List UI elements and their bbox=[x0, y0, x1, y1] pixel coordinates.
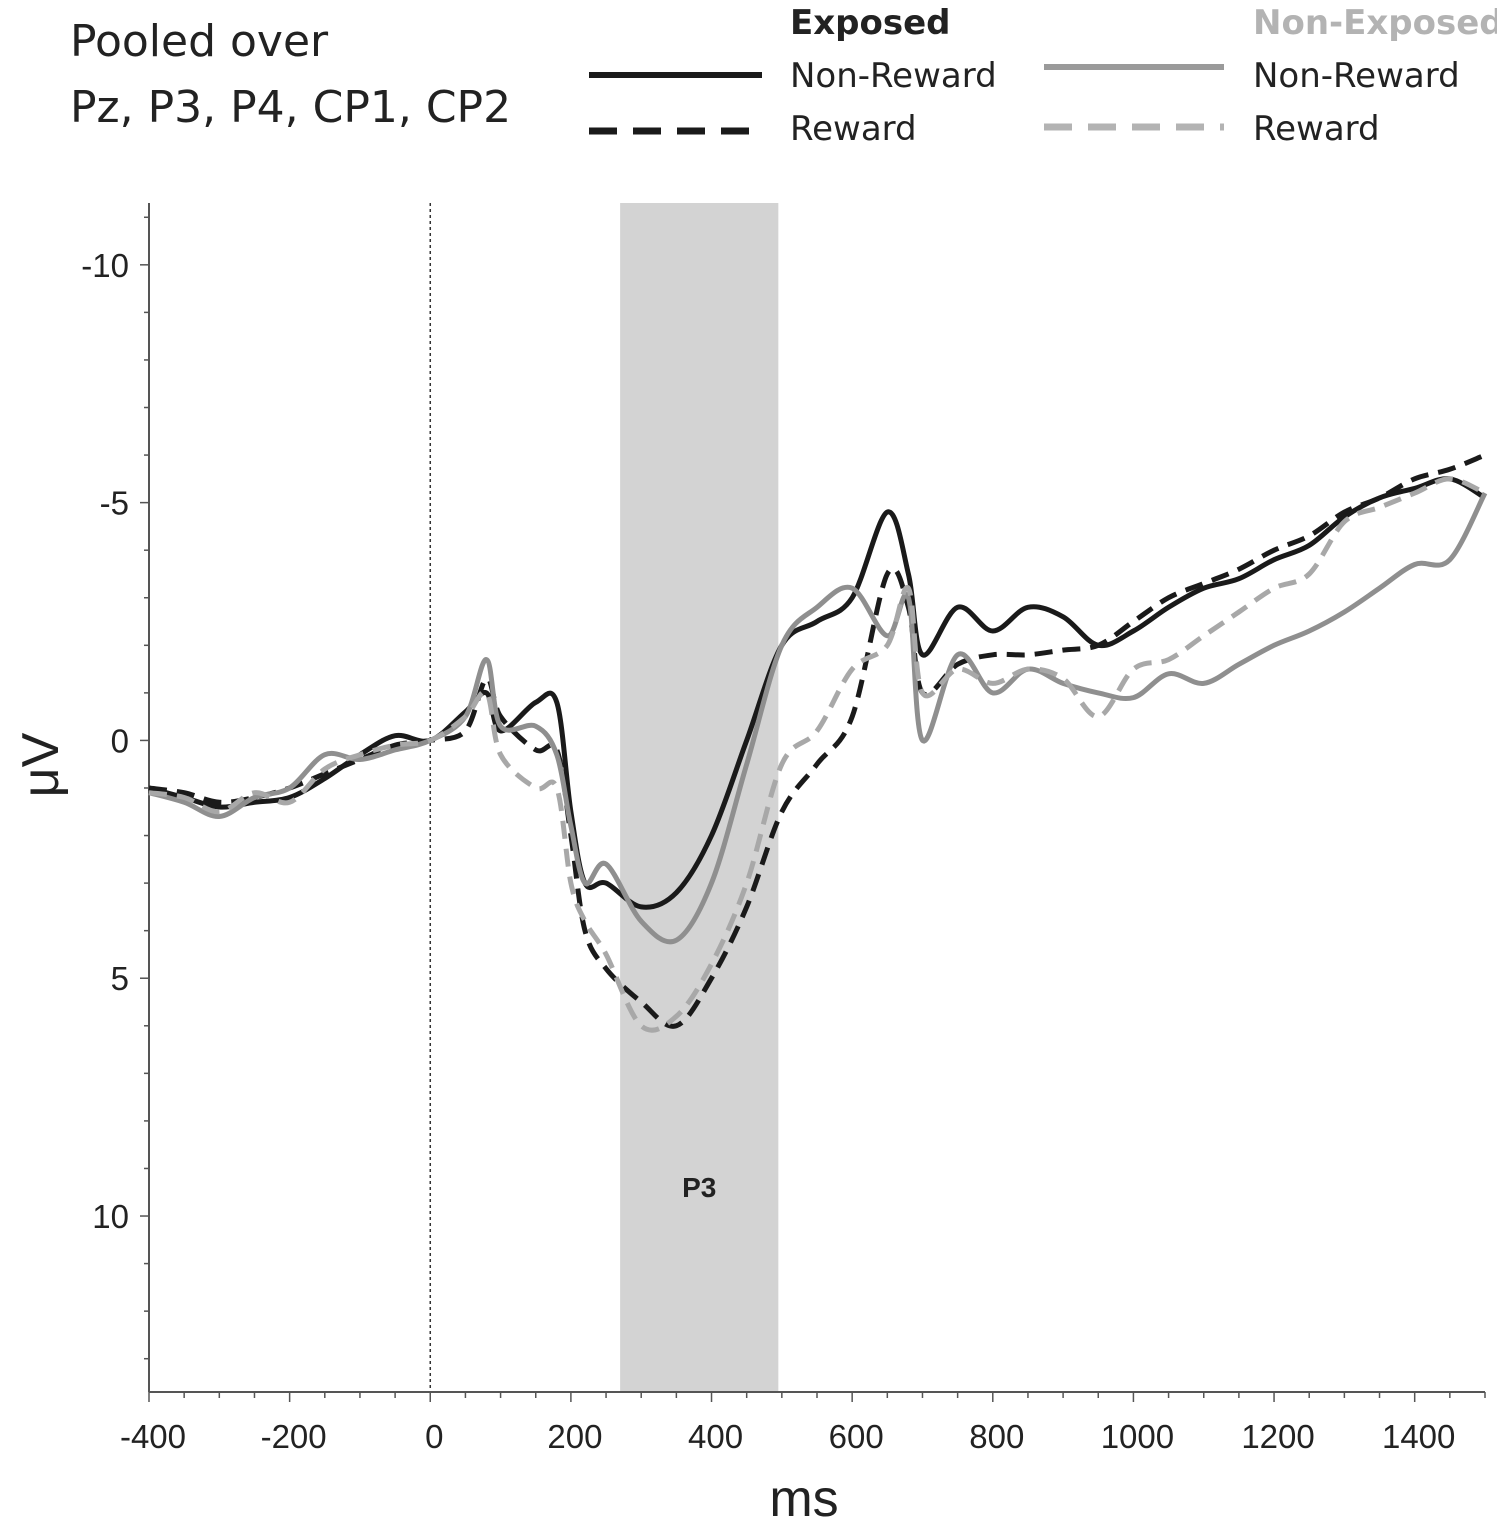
p3-window bbox=[620, 203, 779, 1392]
series-non-exposed-non-reward bbox=[148, 491, 1488, 945]
pooled-annotation-line-1: Pooled over bbox=[70, 16, 329, 67]
x-tick-label: -200 bbox=[261, 1418, 327, 1455]
x-tick-label: 1000 bbox=[1101, 1418, 1174, 1455]
series-exposed-reward bbox=[148, 452, 1486, 1029]
x-tick-label: 1200 bbox=[1241, 1418, 1314, 1455]
x-tick-label: 1400 bbox=[1382, 1418, 1455, 1455]
y-tick-label: -5 bbox=[100, 485, 129, 522]
series-exposed-non-reward bbox=[148, 476, 1487, 910]
x-tick-label: 0 bbox=[425, 1418, 443, 1455]
legend-label-non-exposed-non-reward: Non-Reward bbox=[1253, 56, 1460, 96]
p3-window-label: P3 bbox=[682, 1172, 716, 1203]
x-tick-label: 800 bbox=[969, 1418, 1024, 1455]
y-tick-label: 0 bbox=[111, 722, 129, 759]
legend-label-exposed-non-reward: Non-Reward bbox=[790, 56, 997, 96]
x-tick-label: -400 bbox=[120, 1418, 186, 1455]
legend-label-non-exposed-reward: Reward bbox=[1253, 109, 1380, 149]
series-non-exposed-reward bbox=[148, 476, 1487, 1033]
legend-group-title-non-exposed: Non-Exposed bbox=[1253, 3, 1497, 43]
y-tick-label: 5 bbox=[111, 960, 129, 997]
legend: Exposed Non-Reward Reward Non-Exposed No… bbox=[589, 3, 1497, 149]
y-axis-label: μV bbox=[12, 732, 70, 797]
x-tick-label: 200 bbox=[547, 1418, 602, 1455]
pooled-annotation-line-2: Pz, P3, P4, CP1, CP2 bbox=[70, 82, 511, 133]
x-axis-label: ms bbox=[769, 1470, 838, 1528]
series-layer bbox=[148, 452, 1488, 1033]
x-tick-label: 600 bbox=[829, 1418, 884, 1455]
axes: -10 -5 0 5 10 -400 -200 0 200 400 600 800 1000 1200 14… bbox=[81, 203, 1486, 1455]
x-tick-label: 400 bbox=[688, 1418, 743, 1455]
legend-label-exposed-reward: Reward bbox=[790, 109, 917, 149]
legend-group-title-exposed: Exposed bbox=[790, 3, 951, 43]
y-tick-label: 10 bbox=[92, 1198, 129, 1235]
y-tick-label: -10 bbox=[81, 247, 129, 284]
